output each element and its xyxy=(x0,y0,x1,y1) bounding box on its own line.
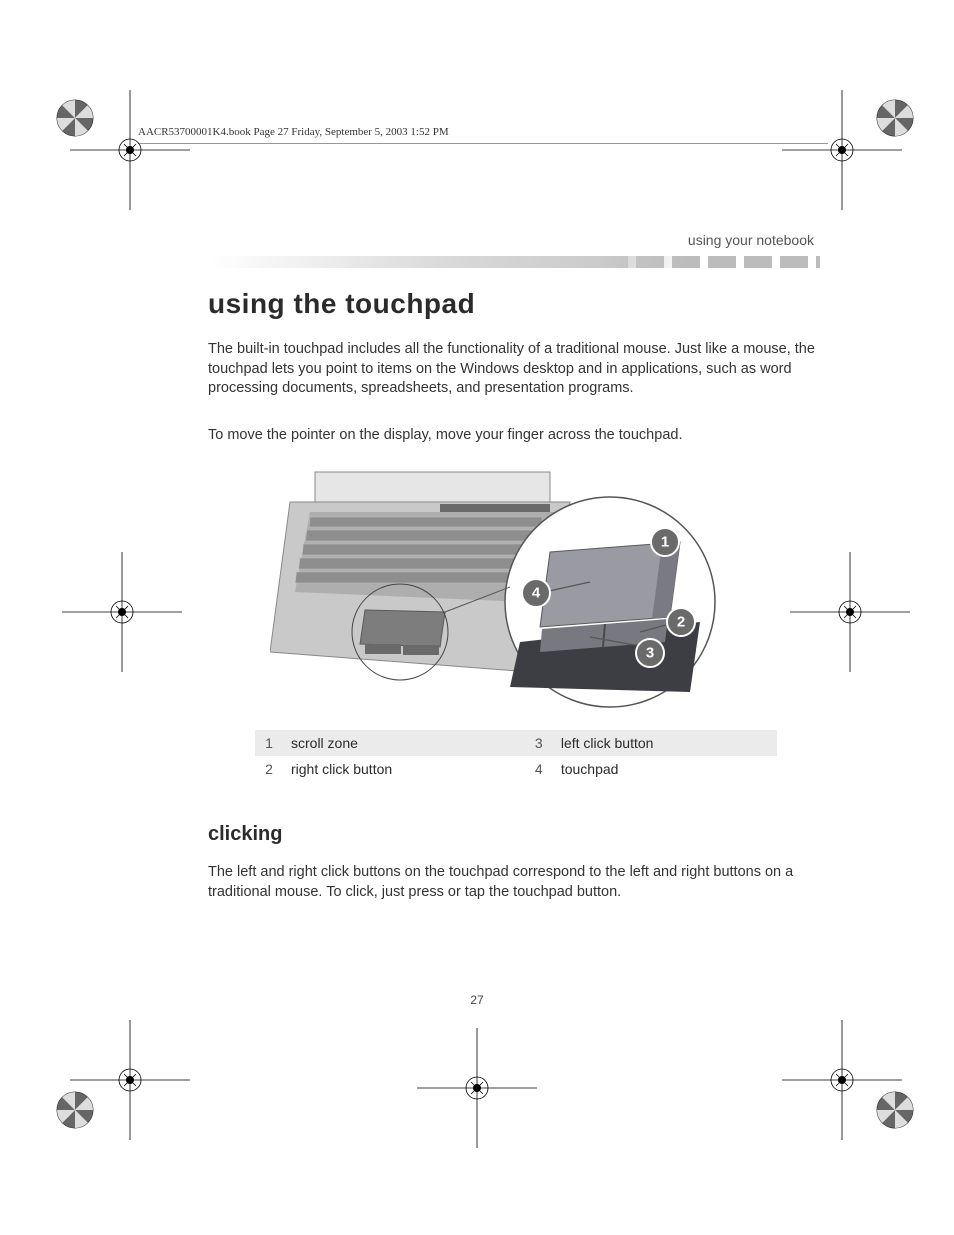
crop-mark-icon xyxy=(70,1020,190,1140)
paragraph-intro: The built-in touchpad includes all the f… xyxy=(208,340,818,399)
page-number: 27 xyxy=(0,993,954,1007)
paragraph-move: To move the pointer on the display, move… xyxy=(208,426,818,446)
subheading-clicking: clicking xyxy=(208,823,282,846)
pinwheel-icon xyxy=(877,100,913,136)
legend-table: 1 scroll zone 3 left click button 2 righ… xyxy=(255,730,777,782)
legend-num: 4 xyxy=(525,756,553,782)
legend-label: left click button xyxy=(553,730,777,756)
legend-label: right click button xyxy=(283,756,525,782)
callout-1: 1 xyxy=(651,528,679,556)
table-row: 2 right click button 4 touchpad xyxy=(255,756,777,782)
header-rule xyxy=(138,143,828,144)
section-label: using your notebook xyxy=(688,232,814,248)
table-row: 1 scroll zone 3 left click button xyxy=(255,730,777,756)
svg-text:3: 3 xyxy=(646,645,654,662)
legend-label: touchpad xyxy=(553,756,777,782)
crop-mark-icon xyxy=(782,90,902,210)
pinwheel-icon xyxy=(877,1092,913,1128)
legend-num: 3 xyxy=(525,730,553,756)
paragraph-clicking: The left and right click buttons on the … xyxy=(208,863,818,902)
svg-text:4: 4 xyxy=(532,585,541,602)
callout-3: 3 xyxy=(636,639,664,667)
svg-text:2: 2 xyxy=(677,614,685,631)
touchpad-figure: 1 2 3 4 xyxy=(270,462,750,722)
callout-2: 2 xyxy=(667,608,695,636)
crop-mark-icon xyxy=(790,552,910,672)
crop-mark-icon xyxy=(62,552,182,672)
running-head: AACR53700001K4.book Page 27 Friday, Sept… xyxy=(138,126,449,138)
legend-num: 1 xyxy=(255,730,283,756)
crop-mark-icon xyxy=(782,1020,902,1140)
crop-mark-icon xyxy=(417,1028,537,1148)
page-title: using the touchpad xyxy=(208,288,475,320)
section-bar xyxy=(210,256,820,268)
pinwheel-icon xyxy=(57,100,93,136)
pinwheel-icon xyxy=(57,1092,93,1128)
legend-num: 2 xyxy=(255,756,283,782)
crop-mark-icon xyxy=(70,90,190,210)
callout-4: 4 xyxy=(522,579,550,607)
svg-text:1: 1 xyxy=(661,534,669,551)
legend-label: scroll zone xyxy=(283,730,525,756)
